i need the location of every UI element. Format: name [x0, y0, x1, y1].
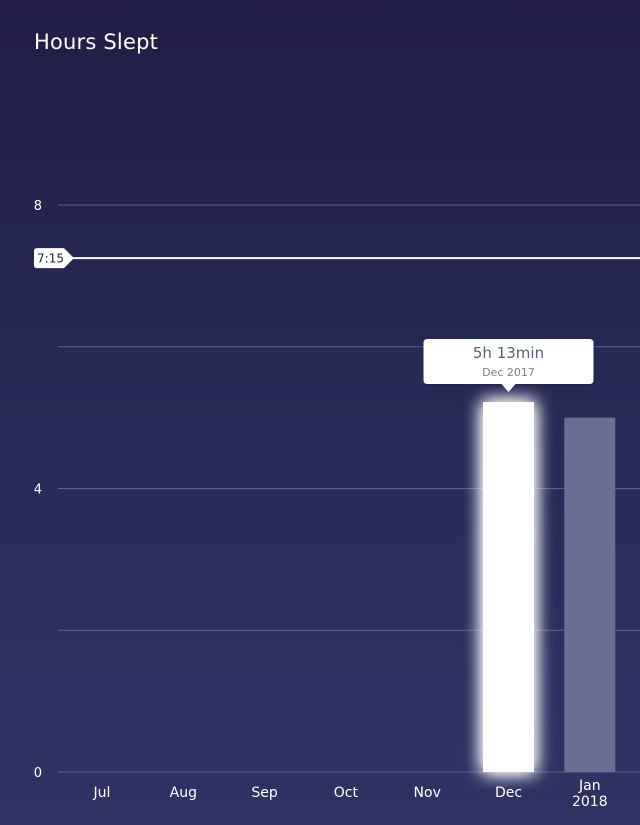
- y-axis-ticks: 0 4 8: [34, 199, 42, 781]
- y-tick-label: 4: [34, 483, 42, 498]
- tooltip-group: 5h 13min Dec 2017: [423, 339, 594, 393]
- x-tick-label: Oct: [334, 785, 359, 801]
- grid-lines: [58, 204, 640, 773]
- bar-dec[interactable]: [483, 402, 534, 772]
- tooltip-value: 5h 13min: [473, 344, 544, 362]
- tooltip-date: Dec 2017: [482, 366, 535, 379]
- chart-title: Hours Slept: [34, 30, 159, 54]
- x-tick-label: Jul: [93, 785, 111, 801]
- x-tick-label: Sep: [251, 785, 278, 801]
- y-tick-label: 8: [34, 199, 42, 214]
- goal-label: 7:15: [37, 252, 64, 266]
- y-tick-label: 0: [34, 766, 42, 781]
- goal-badge: [34, 248, 74, 269]
- x-tick-label: Jan 2018: [572, 778, 608, 810]
- x-tick-label: Nov: [414, 785, 441, 801]
- x-tick-label: Dec: [495, 785, 522, 801]
- bar-jan[interactable]: [564, 417, 616, 772]
- x-axis-ticks: Jul Aug Sep Oct Nov Dec Jan 2018: [93, 778, 608, 810]
- goal-line-group: 7:15: [34, 248, 640, 269]
- tooltip-box: [423, 339, 594, 393]
- bars: [483, 402, 616, 772]
- x-tick-label: Aug: [170, 785, 197, 801]
